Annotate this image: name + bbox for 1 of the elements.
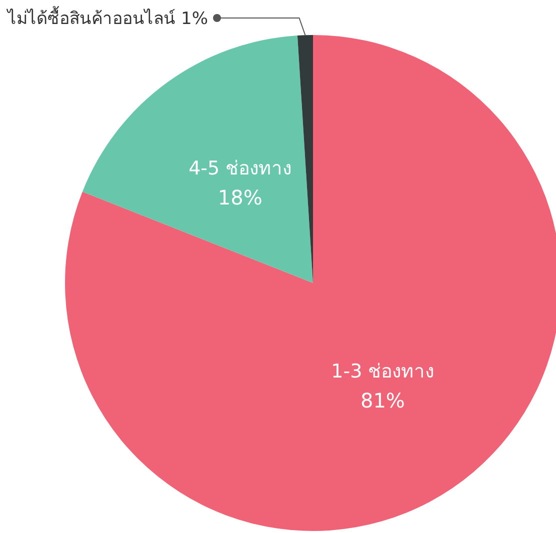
slice-label: ไม่ได้ซื้อสินค้าออนไลน์ 1% <box>6 6 208 29</box>
